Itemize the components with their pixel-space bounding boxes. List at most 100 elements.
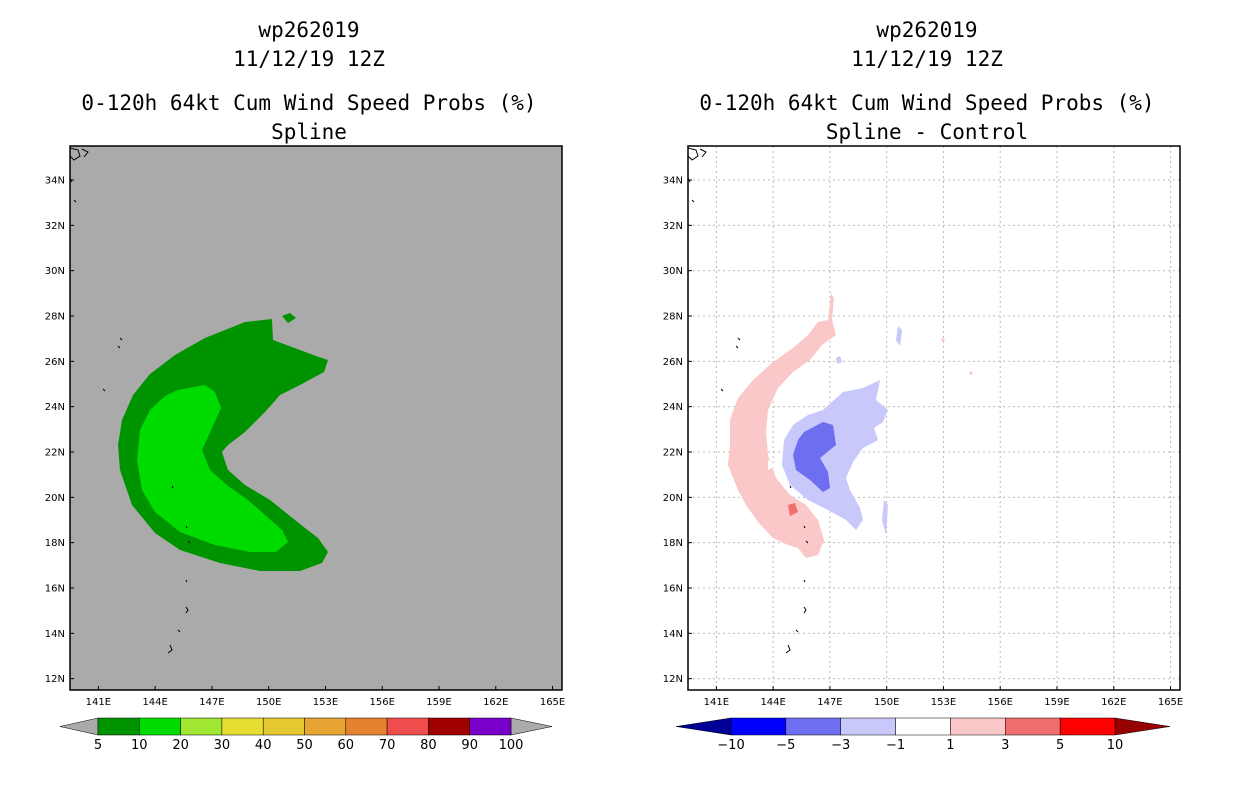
region-pos-1-3 xyxy=(728,293,836,558)
region-neg-1-3-specks xyxy=(836,356,888,535)
colorbar-label: 3 xyxy=(1001,738,1009,753)
colorbar-label: 5 xyxy=(94,738,102,753)
region-10-20 xyxy=(137,385,288,552)
colorbar-label: 80 xyxy=(420,738,437,753)
x-tick-label: 147E xyxy=(817,697,842,708)
gridlines xyxy=(688,146,1180,690)
region-neutral xyxy=(768,460,776,470)
x-tick-label: 150E xyxy=(874,697,899,708)
y-axis: 34N 32N 30N 28N 26N 24N 22N 20N 18N 16N 14N 12N xyxy=(663,176,692,685)
colorbar-label: 100 xyxy=(499,738,524,753)
colorbar-swatch xyxy=(97,717,140,736)
colorbar: −10 −5 −3 −1 1 3 5 10 xyxy=(675,717,1171,753)
colorbar-label: −10 xyxy=(717,738,744,753)
colorbar-label: 50 xyxy=(296,738,313,753)
y-tick-label: 22N xyxy=(663,448,683,459)
chart-subtitle: Spline xyxy=(271,120,347,144)
colorbar-end-low xyxy=(675,717,732,736)
y-tick-label: 30N xyxy=(45,266,65,277)
y-tick-label: 34N xyxy=(663,176,683,187)
colorbar-swatch xyxy=(345,717,388,736)
colorbar-label: 40 xyxy=(255,738,272,753)
x-tick-label: 141E xyxy=(704,697,729,708)
plot-frame xyxy=(687,145,1181,691)
y-tick-label: 26N xyxy=(663,357,683,368)
x-tick-label: 153E xyxy=(931,697,956,708)
y-tick-label: 24N xyxy=(663,402,683,413)
coastline-islands xyxy=(69,147,191,654)
spline-panel: wp262019 11/12/19 12Z 0-120h 64kt Cum Wi… xyxy=(45,18,565,753)
x-tick-label: 159E xyxy=(426,697,451,708)
colorbar-swatch xyxy=(950,717,1006,736)
region-neg-3-5 xyxy=(793,422,836,492)
x-axis: 141E 144E 147E 150E 153E 156E 159E 162E 165E xyxy=(704,686,1183,708)
colorbar-label: 1 xyxy=(946,738,954,753)
colorbar-label: 10 xyxy=(131,738,148,753)
storm-id: wp262019 xyxy=(258,18,360,42)
colorbar-label: −3 xyxy=(831,738,850,753)
x-tick-label: 150E xyxy=(256,697,281,708)
y-tick-label: 18N xyxy=(45,538,65,549)
y-tick-label: 24N xyxy=(45,402,65,413)
colorbar-swatch xyxy=(895,717,951,736)
colorbar-label: −1 xyxy=(886,738,905,753)
plot-area xyxy=(688,146,1180,690)
region-neg-1-3-islet xyxy=(896,326,902,346)
region-neg-1-3 xyxy=(782,380,888,530)
colorbar-label: 30 xyxy=(214,738,231,753)
difference-panel: wp262019 11/12/19 12Z 0-120h 64kt Cum Wi… xyxy=(618,0,1236,800)
colorbar-swatch xyxy=(469,717,512,736)
colorbar-label: 10 xyxy=(1107,738,1124,753)
y-tick-label: 32N xyxy=(663,221,683,232)
colorbar: 5 10 20 30 40 50 60 70 80 90 100 xyxy=(59,717,553,753)
y-tick-label: 14N xyxy=(663,629,683,640)
colorbar-swatch xyxy=(386,717,429,736)
x-tick-label: 165E xyxy=(540,697,565,708)
x-axis: 141E 144E 147E 150E 153E 156E 159E 162E 165E xyxy=(86,686,565,708)
y-tick-label: 28N xyxy=(663,312,683,323)
date-label: 11/12/19 12Z xyxy=(851,47,1003,71)
x-tick-label: 144E xyxy=(142,697,167,708)
colorbar-swatch xyxy=(139,717,181,736)
y-tick-label: 14N xyxy=(45,629,65,640)
y-tick-label: 22N xyxy=(45,448,65,459)
x-tick-label: 153E xyxy=(313,697,338,708)
y-tick-label: 20N xyxy=(663,493,683,504)
colorbar-end-low xyxy=(59,717,99,736)
colorbar-swatch xyxy=(730,717,787,736)
y-tick-label: 32N xyxy=(45,221,65,232)
colorbar-swatch xyxy=(1005,717,1061,736)
x-tick-label: 147E xyxy=(199,697,224,708)
region-5-10-islet xyxy=(282,313,296,323)
y-tick-label: 16N xyxy=(663,584,683,595)
difference-chart: 141E 144E 147E 150E 153E 156E 159E 162E 165E 34N… xyxy=(663,145,1183,753)
colorbar-swatch xyxy=(1059,717,1116,736)
storm-id: wp262019 xyxy=(876,18,978,42)
colorbar-swatch xyxy=(785,717,841,736)
x-tick-label: 144E xyxy=(760,697,785,708)
y-tick-label: 12N xyxy=(45,674,65,685)
x-tick-label: 156E xyxy=(370,697,395,708)
coastline-islands xyxy=(687,147,809,654)
y-tick-label: 34N xyxy=(45,176,65,187)
colorbar-swatch xyxy=(840,717,896,736)
y-tick-label: 16N xyxy=(45,584,65,595)
colorbar-swatch xyxy=(304,717,347,736)
spline-chart: 141E 144E 147E 150E 153E 156E 159E 162E 165E 34N… xyxy=(45,145,565,753)
colorbar-swatch xyxy=(221,717,264,736)
region-pos-3-5 xyxy=(788,503,798,516)
date-label: 11/12/19 12Z xyxy=(233,47,385,71)
colorbar-swatch xyxy=(428,717,470,736)
colorbar-swatch xyxy=(262,717,305,736)
x-tick-label: 141E xyxy=(86,697,111,708)
colorbar-label: 70 xyxy=(379,738,396,753)
colorbar-label: −5 xyxy=(776,738,795,753)
x-tick-label: 165E xyxy=(1158,697,1183,708)
y-tick-label: 12N xyxy=(663,674,683,685)
colorbar-swatch xyxy=(180,717,223,736)
region-pos-1-3-speck xyxy=(940,337,974,376)
colorbar-label: 60 xyxy=(338,738,355,753)
y-tick-label: 20N xyxy=(45,493,65,504)
colorbar-end-high xyxy=(1114,717,1171,736)
colorbar-label: 90 xyxy=(461,738,478,753)
